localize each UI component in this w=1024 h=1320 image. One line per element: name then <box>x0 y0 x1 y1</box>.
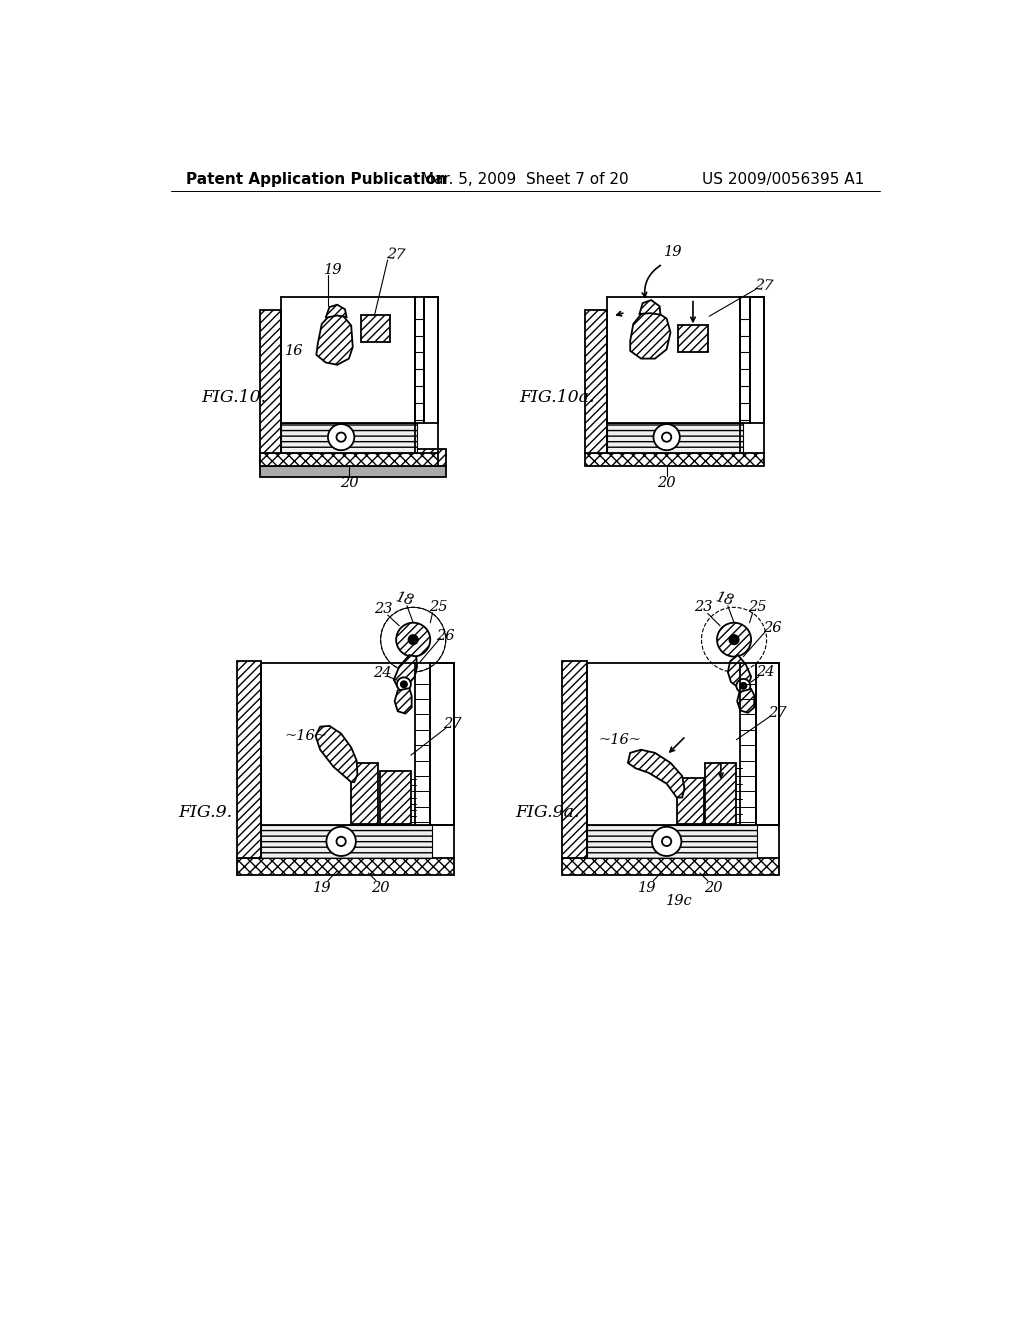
Polygon shape <box>316 314 352 364</box>
Bar <box>430 663 454 825</box>
Bar <box>282 424 417 453</box>
Circle shape <box>653 424 680 450</box>
Text: ~16~: ~16~ <box>285 729 328 743</box>
Polygon shape <box>630 312 671 359</box>
Text: 27: 27 <box>442 717 461 731</box>
Text: 26: 26 <box>764 622 782 635</box>
Text: 20: 20 <box>371 882 389 895</box>
Text: 27: 27 <box>386 247 406 263</box>
Polygon shape <box>640 300 660 314</box>
Circle shape <box>327 826 356 857</box>
Circle shape <box>337 837 346 846</box>
Text: 23: 23 <box>694 601 713 614</box>
Bar <box>607 424 742 453</box>
Text: US 2009/0056395 A1: US 2009/0056395 A1 <box>702 173 864 187</box>
Circle shape <box>740 682 746 689</box>
Text: FIG.10.: FIG.10. <box>202 388 266 405</box>
Bar <box>380 771 411 825</box>
Text: 19c: 19c <box>667 895 693 908</box>
Text: 26: 26 <box>436 628 455 643</box>
Text: FIG.9a.: FIG.9a. <box>515 804 580 821</box>
Circle shape <box>662 837 672 846</box>
Text: 25: 25 <box>749 601 767 614</box>
Bar <box>750 297 764 424</box>
Bar <box>260 453 438 466</box>
Bar <box>261 825 432 858</box>
Bar <box>562 858 779 875</box>
Text: FIG.9.: FIG.9. <box>178 804 232 821</box>
Bar <box>237 661 261 858</box>
Bar <box>260 310 282 453</box>
Bar <box>586 310 607 453</box>
Circle shape <box>400 681 407 688</box>
Polygon shape <box>728 655 751 689</box>
Polygon shape <box>628 750 684 797</box>
Text: 19: 19 <box>664 246 682 259</box>
Bar <box>360 314 390 342</box>
Circle shape <box>662 433 672 442</box>
Polygon shape <box>737 689 755 713</box>
Bar <box>586 453 764 466</box>
Bar <box>415 297 424 424</box>
Text: Patent Application Publication: Patent Application Publication <box>186 173 446 187</box>
Bar <box>740 297 750 424</box>
Text: FIG.10a.: FIG.10a. <box>519 388 595 405</box>
Circle shape <box>736 678 751 693</box>
Bar <box>424 297 438 424</box>
Circle shape <box>381 607 445 672</box>
Text: 24: 24 <box>373 665 391 680</box>
Bar <box>351 763 378 825</box>
Text: 20: 20 <box>657 477 676 490</box>
Polygon shape <box>315 726 357 781</box>
Text: 24: 24 <box>756 665 774 678</box>
Polygon shape <box>394 655 417 688</box>
Bar <box>756 663 779 825</box>
Text: 19: 19 <box>638 882 656 895</box>
Circle shape <box>729 635 738 644</box>
Text: 19: 19 <box>325 263 343 277</box>
Circle shape <box>652 826 681 857</box>
Bar <box>237 858 454 875</box>
Bar <box>587 825 758 858</box>
Bar <box>260 466 445 478</box>
Circle shape <box>409 635 418 644</box>
Bar <box>260 449 445 466</box>
Polygon shape <box>326 305 346 318</box>
Text: ~16~: ~16~ <box>599 733 642 747</box>
Circle shape <box>337 433 346 442</box>
Bar <box>562 661 587 858</box>
Circle shape <box>328 424 354 450</box>
Text: 27: 27 <box>754 277 773 293</box>
Text: 18: 18 <box>394 590 416 609</box>
Bar <box>677 779 703 825</box>
Text: 20: 20 <box>703 882 722 895</box>
Text: 27: 27 <box>768 706 786 719</box>
Bar <box>706 763 736 825</box>
Circle shape <box>397 677 411 692</box>
Circle shape <box>717 623 751 656</box>
Text: 25: 25 <box>429 601 447 614</box>
Text: Mar. 5, 2009  Sheet 7 of 20: Mar. 5, 2009 Sheet 7 of 20 <box>421 173 629 187</box>
Circle shape <box>396 623 430 656</box>
Text: 19: 19 <box>312 882 331 895</box>
Text: 18: 18 <box>714 590 735 609</box>
Text: 20: 20 <box>340 477 358 490</box>
Bar <box>678 326 708 352</box>
Text: 16: 16 <box>286 345 304 358</box>
Text: 23: 23 <box>375 602 393 616</box>
Polygon shape <box>394 688 412 714</box>
